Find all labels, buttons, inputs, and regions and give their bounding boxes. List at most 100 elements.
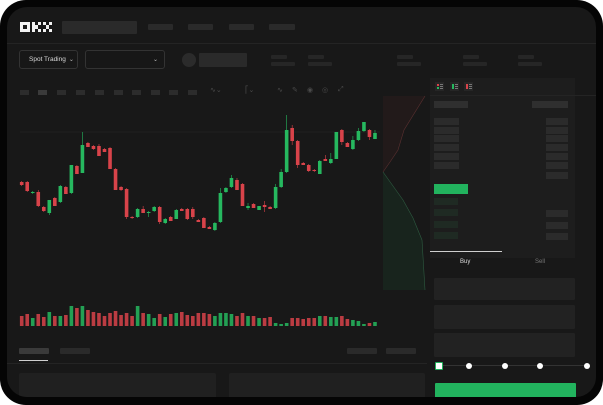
filter-button[interactable] — [347, 348, 377, 354]
candle[interactable] — [119, 186, 123, 191]
interval-button[interactable] — [114, 90, 123, 95]
nav-item[interactable] — [148, 24, 173, 30]
candle[interactable] — [340, 129, 344, 145]
candle[interactable] — [218, 188, 223, 223]
bid-row-price[interactable] — [434, 221, 458, 228]
candle[interactable] — [30, 191, 35, 194]
candle[interactable] — [80, 132, 85, 173]
interval-button[interactable] — [132, 90, 141, 95]
bid-row-size[interactable] — [546, 233, 568, 240]
candle[interactable] — [91, 145, 96, 150]
total-input[interactable] — [434, 333, 575, 357]
tab-order-history[interactable] — [60, 348, 90, 354]
candlestick-chart[interactable] — [7, 7, 596, 397]
ask-row-price[interactable] — [434, 135, 459, 142]
slider-step-75[interactable] — [537, 363, 543, 369]
order-book-mid-price[interactable] — [434, 184, 468, 194]
candle[interactable] — [174, 209, 179, 219]
ask-row-size[interactable] — [546, 162, 568, 169]
candle[interactable] — [146, 211, 151, 217]
candle[interactable] — [53, 197, 57, 206]
bid-row-size[interactable] — [546, 222, 568, 229]
ask-row-price[interactable] — [434, 153, 459, 160]
candle[interactable] — [75, 165, 79, 174]
interval-button[interactable] — [151, 90, 160, 95]
candle[interactable] — [19, 181, 24, 186]
indicator-icon[interactable]: ∿⌄ — [210, 87, 222, 94]
ask-row-size[interactable] — [546, 153, 568, 160]
candle[interactable] — [235, 178, 239, 190]
interval-button-active[interactable] — [38, 90, 47, 95]
candle[interactable] — [362, 122, 366, 132]
candle[interactable] — [334, 132, 339, 159]
interval-button[interactable] — [95, 90, 104, 95]
candle[interactable] — [207, 226, 212, 229]
order-book-header[interactable] — [434, 101, 468, 108]
ask-row-size[interactable] — [546, 135, 568, 142]
bid-row-size[interactable] — [546, 210, 568, 217]
camera-icon[interactable]: ◉ — [307, 87, 314, 94]
ask-row-size[interactable] — [546, 118, 568, 125]
pair-dropdown[interactable]: ⌄ — [85, 50, 165, 69]
candle[interactable] — [367, 129, 372, 140]
order-book-view-toggle[interactable] — [435, 82, 483, 92]
candle[interactable] — [135, 208, 140, 218]
candle[interactable] — [163, 218, 168, 224]
candle[interactable] — [86, 142, 90, 147]
candle[interactable] — [262, 201, 267, 212]
slider-step-50[interactable] — [502, 363, 508, 369]
candle[interactable] — [141, 206, 145, 213]
ask-row-price[interactable] — [434, 162, 459, 169]
candle[interactable] — [41, 206, 46, 212]
nav-item[interactable] — [229, 24, 254, 30]
order-book-header[interactable] — [532, 101, 568, 108]
bid-row-price[interactable] — [434, 198, 458, 205]
nav-item[interactable] — [188, 24, 213, 30]
candle[interactable] — [25, 181, 30, 192]
ask-row-size[interactable] — [546, 172, 568, 179]
candle[interactable] — [284, 115, 289, 173]
candle[interactable] — [102, 148, 107, 152]
candle[interactable] — [356, 128, 361, 141]
search-bar[interactable] — [62, 21, 137, 34]
candle[interactable] — [240, 183, 245, 206]
draw-tool-icon[interactable]: ✎ — [292, 87, 298, 94]
tab-sell[interactable]: Sell — [535, 259, 546, 265]
ask-row-price[interactable] — [434, 118, 459, 125]
candle[interactable] — [191, 207, 195, 219]
market-type-dropdown[interactable]: Spot Trading ⌄ — [19, 50, 78, 69]
candle[interactable] — [202, 217, 206, 228]
interval-button[interactable] — [169, 90, 178, 95]
amount-slider-track[interactable] — [439, 365, 589, 366]
candle[interactable] — [301, 162, 306, 165]
candle[interactable] — [323, 155, 328, 161]
candle[interactable] — [196, 219, 201, 222]
bid-row-price[interactable] — [434, 209, 458, 216]
fullscreen-icon[interactable]: ⤢ — [338, 86, 344, 93]
slider-step-100[interactable] — [584, 363, 590, 369]
candle[interactable] — [179, 208, 184, 211]
interval-button[interactable] — [20, 90, 29, 95]
candle[interactable] — [345, 142, 350, 147]
candle[interactable] — [351, 136, 355, 150]
candle[interactable] — [185, 208, 190, 220]
ask-row-size[interactable] — [546, 144, 568, 151]
candle[interactable] — [373, 130, 377, 139]
candle[interactable] — [224, 187, 228, 193]
ask-row-size[interactable] — [546, 127, 568, 134]
candle[interactable] — [229, 175, 234, 188]
candle[interactable] — [329, 153, 333, 164]
candle[interactable] — [213, 222, 217, 231]
candle[interactable] — [295, 140, 300, 168]
chart-type-icon[interactable]: ⎡⌄ — [245, 87, 255, 94]
candle[interactable] — [317, 160, 322, 174]
filter-button[interactable] — [386, 348, 416, 354]
slider-step-25[interactable] — [466, 363, 472, 369]
interval-button[interactable] — [76, 90, 85, 95]
candle[interactable] — [113, 168, 118, 190]
buy-submit-button[interactable] — [435, 383, 576, 397]
ask-row-price[interactable] — [434, 127, 459, 134]
candle[interactable] — [268, 206, 272, 209]
candle[interactable] — [47, 200, 52, 215]
candle[interactable] — [69, 165, 74, 194]
